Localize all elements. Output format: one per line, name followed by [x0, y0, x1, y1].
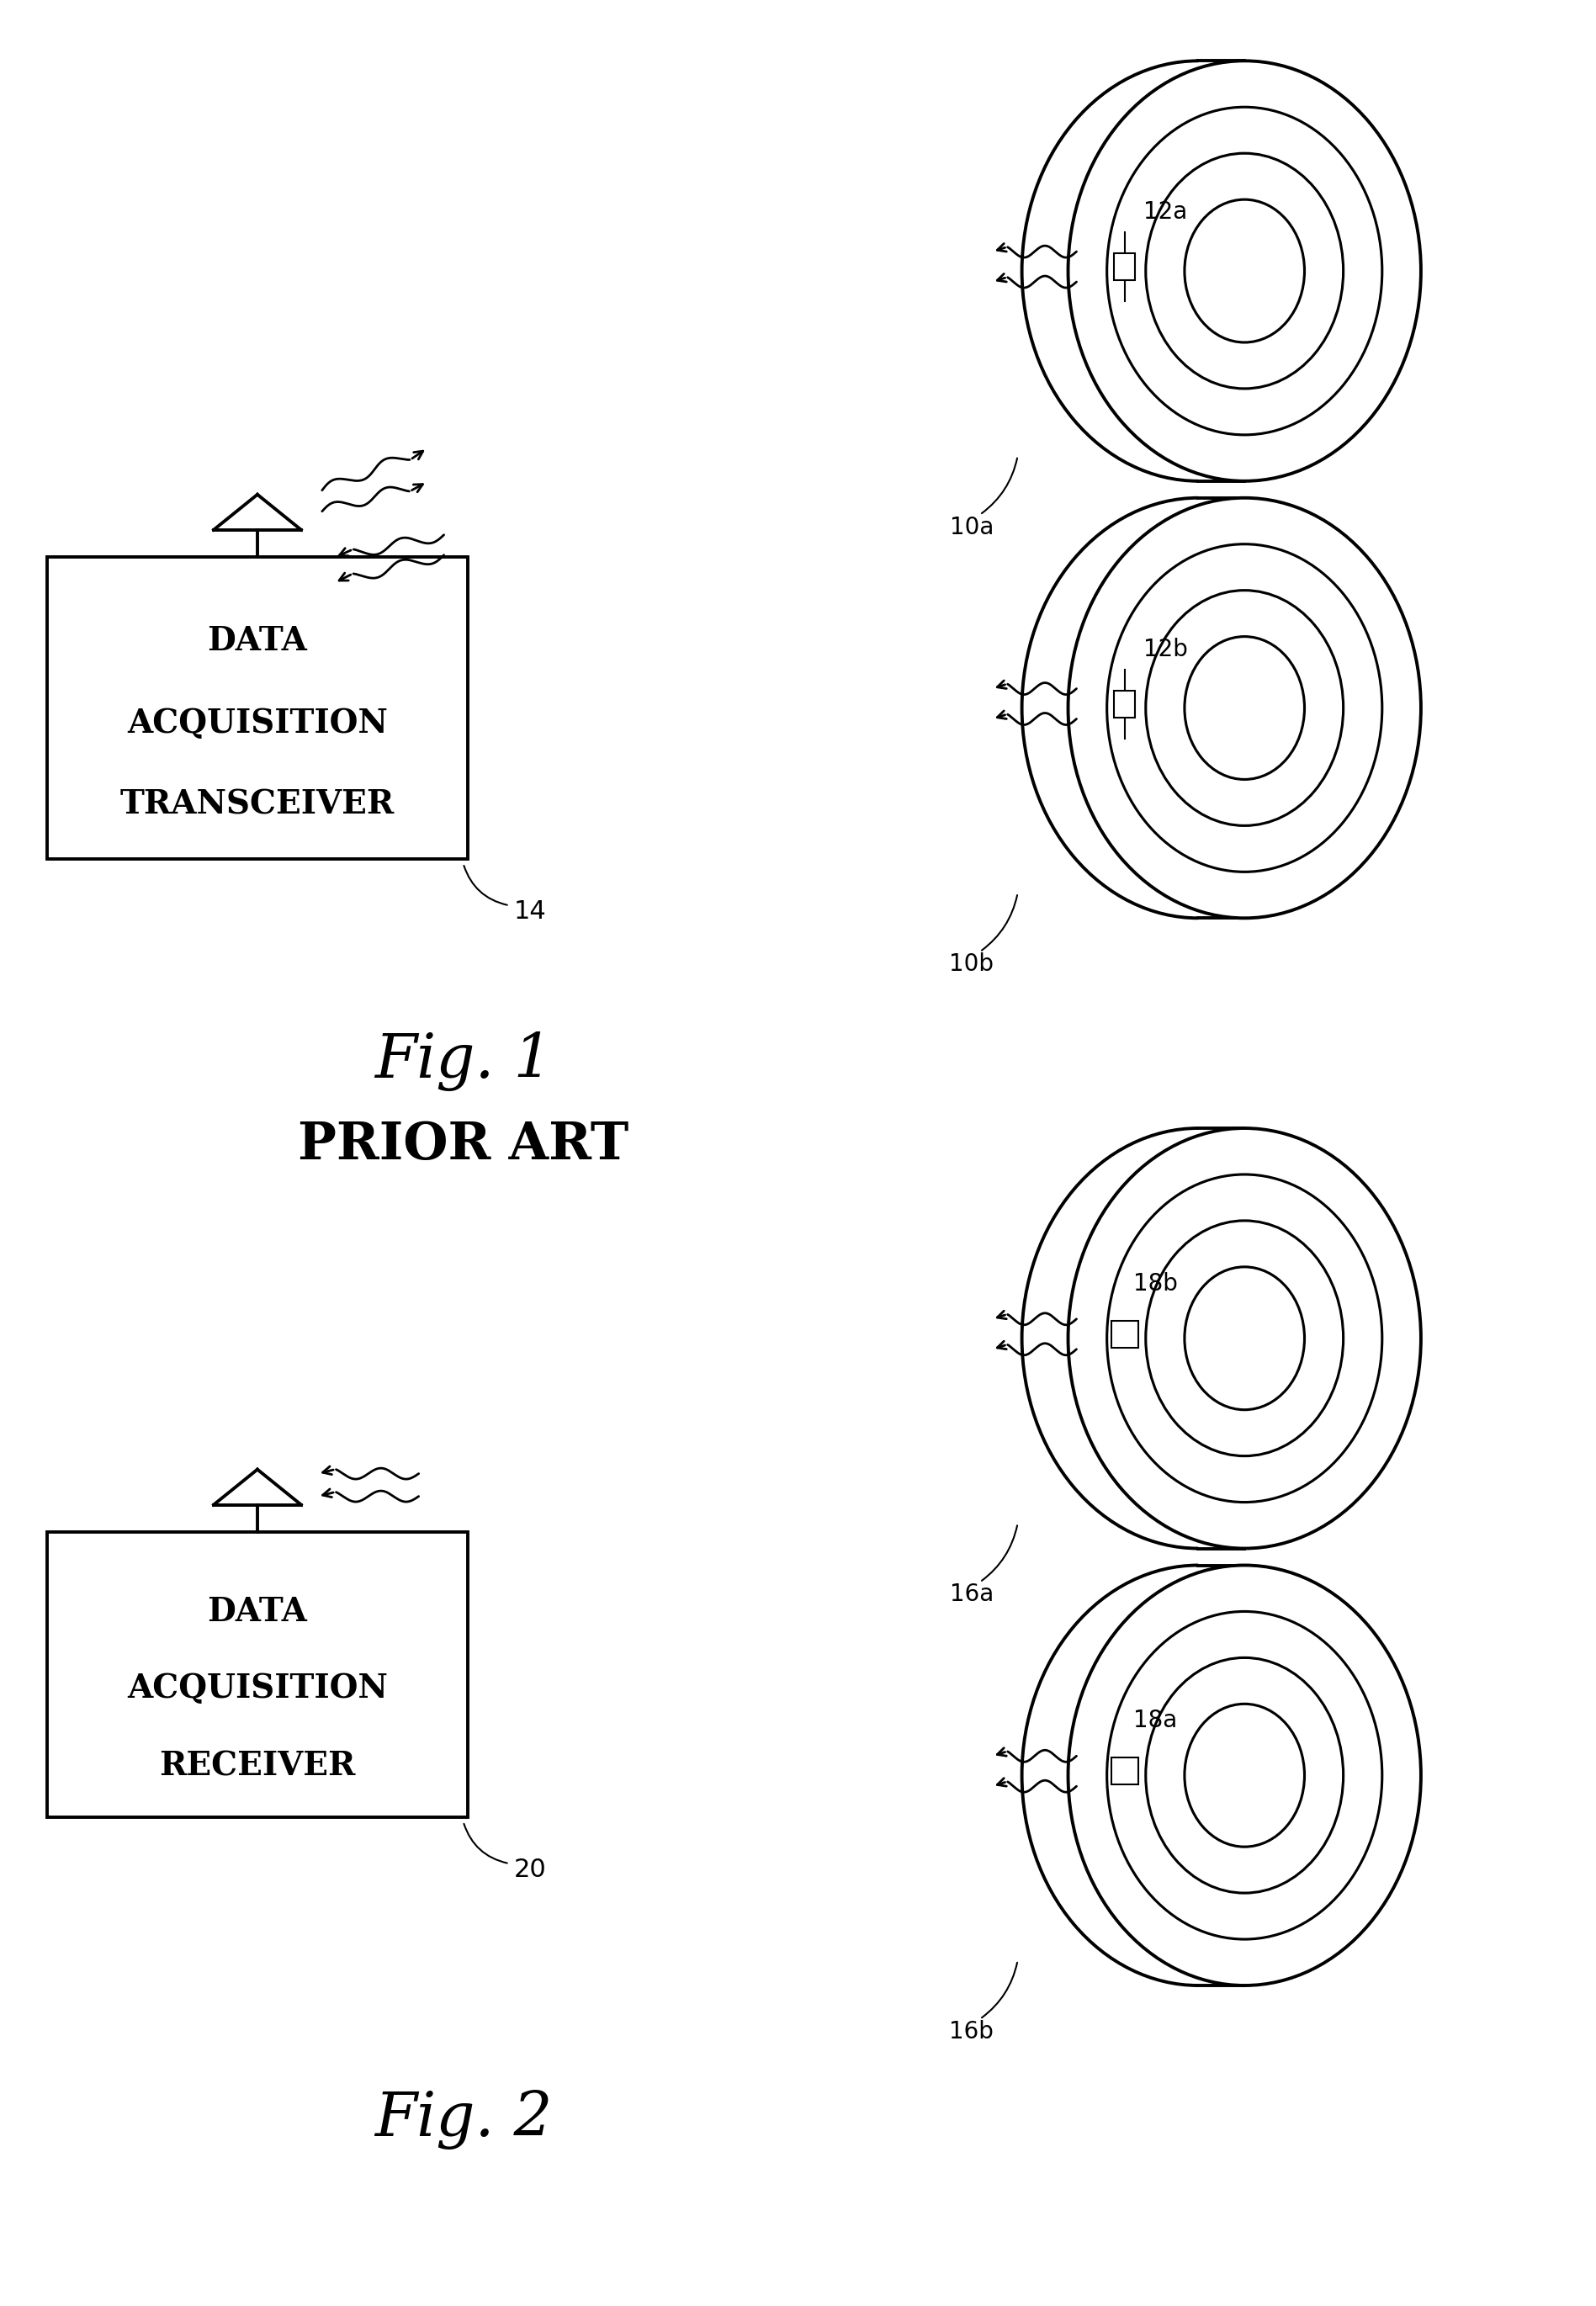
Text: 20: 20 — [514, 1856, 546, 1882]
Bar — [48, 1531, 468, 1817]
Ellipse shape — [1068, 60, 1420, 482]
Ellipse shape — [1068, 1566, 1420, 1985]
Text: PRIOR ART: PRIOR ART — [298, 1121, 629, 1169]
Text: DATA: DATA — [207, 625, 308, 657]
Text: 18b: 18b — [1133, 1273, 1178, 1296]
Text: ACQUISITION: ACQUISITION — [128, 1672, 388, 1704]
Bar — [1111, 1757, 1138, 1785]
Text: 18a: 18a — [1133, 1709, 1176, 1732]
Text: 12b: 12b — [1143, 636, 1187, 662]
Text: 16b: 16b — [950, 2020, 994, 2043]
Bar — [1114, 254, 1135, 281]
Bar — [48, 556, 468, 860]
Text: RECEIVER: RECEIVER — [160, 1750, 356, 1783]
Text: 10a: 10a — [950, 517, 994, 540]
Bar — [1111, 1321, 1138, 1347]
Text: 16a: 16a — [950, 1582, 993, 1607]
Bar — [1114, 689, 1135, 717]
Ellipse shape — [1068, 1128, 1420, 1547]
Text: 12a: 12a — [1143, 201, 1187, 224]
Text: Fig. 2: Fig. 2 — [373, 2089, 552, 2149]
Text: ACQUISITION: ACQUISITION — [128, 708, 388, 740]
Text: 10b: 10b — [950, 952, 994, 975]
Text: Fig. 1: Fig. 1 — [373, 1031, 552, 1091]
Text: TRANSCEIVER: TRANSCEIVER — [120, 789, 394, 821]
Ellipse shape — [1068, 498, 1420, 918]
Text: 14: 14 — [514, 899, 546, 925]
Text: DATA: DATA — [207, 1596, 308, 1628]
